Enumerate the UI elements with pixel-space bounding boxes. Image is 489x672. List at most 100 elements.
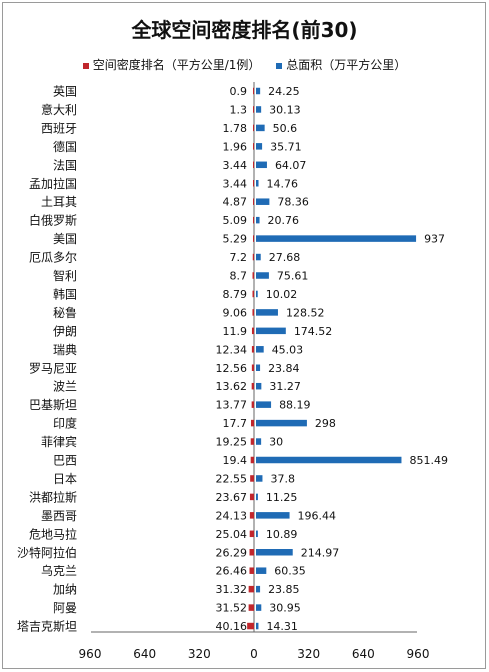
- density-bar: [253, 106, 254, 113]
- density-bar: [247, 622, 254, 630]
- density-value-label: 4.87: [223, 196, 248, 209]
- density-bar: [248, 604, 254, 611]
- category-label: 土耳其: [41, 195, 77, 209]
- density-bar: [253, 180, 254, 187]
- area-bar: [256, 622, 259, 630]
- category-label: 巴西: [53, 454, 77, 468]
- category-label: 加纳: [53, 583, 77, 597]
- density-value-label: 26.46: [216, 565, 248, 578]
- area-bar: [256, 346, 264, 353]
- area-bar: [256, 604, 262, 611]
- area-bar: [256, 161, 267, 169]
- area-bar: [256, 309, 278, 316]
- density-bar: [252, 272, 254, 279]
- density-value-label: 5.29: [223, 233, 248, 246]
- area-bar: [256, 124, 265, 132]
- area-value-label: 30.13: [269, 103, 301, 116]
- area-value-label: 75.61: [277, 270, 309, 283]
- category-label: 波兰: [53, 380, 77, 394]
- density-bar: [250, 475, 254, 482]
- density-bar: [252, 253, 254, 261]
- density-bar: [249, 549, 254, 556]
- x-tick-label: 320: [188, 647, 211, 661]
- category-label: 英国: [53, 85, 77, 99]
- area-value-label: 64.07: [275, 159, 307, 172]
- area-value-label: 14.31: [266, 620, 298, 633]
- density-value-label: 12.56: [216, 362, 248, 375]
- category-label: 意大利: [41, 102, 77, 117]
- density-value-label: 1.96: [223, 140, 248, 153]
- area-bar: [256, 493, 258, 501]
- density-value-label: 1.78: [223, 122, 248, 135]
- density-value-label: 8.79: [223, 288, 248, 301]
- x-tick-label: 960: [407, 647, 430, 661]
- area-value-label: 60.35: [274, 565, 306, 578]
- legend-item-area: 总面积（万平方公里）: [276, 56, 406, 73]
- density-value-label: 8.7: [230, 270, 248, 283]
- area-value-label: 88.19: [279, 399, 311, 412]
- density-value-label: 12.34: [216, 343, 248, 356]
- density-value-label: 23.67: [216, 491, 248, 504]
- density-bar: [251, 364, 254, 371]
- density-value-label: 7.2: [230, 251, 248, 264]
- category-label: 韩国: [53, 286, 77, 301]
- area-value-label: 35.71: [270, 140, 302, 153]
- density-value-label: 19.25: [216, 436, 248, 449]
- area-value-label: 23.84: [268, 362, 300, 375]
- area-value-label: 196.44: [298, 509, 337, 522]
- area-bar: [256, 401, 272, 408]
- area-value-label: 937: [424, 233, 445, 246]
- area-value-label: 214.97: [301, 546, 340, 559]
- density-value-label: 24.13: [216, 509, 248, 522]
- category-label: 伊朗: [53, 324, 77, 338]
- x-tick-label: 0: [250, 647, 258, 661]
- density-bar: [253, 198, 254, 205]
- category-label: 阿曼: [53, 601, 77, 615]
- category-label: 乌克兰: [41, 563, 77, 578]
- area-bar: [256, 272, 269, 279]
- area-value-label: 50.6: [273, 122, 298, 135]
- area-bar: [256, 549, 293, 556]
- area-bar: [256, 364, 261, 371]
- legend-label-density: 空间密度排名（平方公里/1例）: [92, 58, 261, 72]
- density-value-label: 19.4: [223, 454, 248, 467]
- area-value-label: 31.27: [269, 380, 301, 393]
- density-bar: [249, 567, 254, 574]
- x-tick-label: 960: [79, 647, 102, 661]
- area-value-label: 37.8: [270, 472, 295, 485]
- legend-item-density: 空间密度排名（平方公里/1例）: [82, 56, 261, 73]
- category-label: 罗马尼亚: [29, 361, 77, 375]
- density-bar: [250, 419, 254, 427]
- area-value-label: 24.25: [268, 85, 300, 98]
- category-label: 西班牙: [41, 121, 77, 135]
- density-bar: [252, 290, 254, 298]
- area-bar: [256, 235, 417, 242]
- category-label: 洪都拉斯: [29, 489, 77, 504]
- legend-swatch-density: [82, 62, 89, 69]
- category-label: 墨西哥: [41, 509, 77, 523]
- area-bar: [256, 216, 260, 224]
- density-bar: [250, 438, 254, 445]
- area-value-label: 10.89: [266, 528, 298, 541]
- category-label: 巴基斯坦: [29, 398, 77, 412]
- density-bar: [253, 124, 254, 132]
- area-value-label: 298: [315, 417, 336, 430]
- x-tick-label: 320: [297, 647, 320, 661]
- legend: 空间密度排名（平方公里/1例） 总面积（万平方公里）: [0, 56, 489, 73]
- density-value-label: 40.16: [216, 620, 248, 633]
- x-tick-label: 640: [352, 647, 375, 661]
- area-value-label: 10.02: [266, 288, 298, 301]
- category-label: 印度: [53, 416, 77, 431]
- area-bar: [256, 475, 263, 482]
- density-value-label: 3.44: [223, 177, 248, 190]
- density-bar: [251, 327, 254, 335]
- category-label: 孟加拉国: [29, 176, 77, 191]
- area-value-label: 128.52: [286, 306, 325, 319]
- density-bar: [248, 585, 254, 593]
- density-bar: [253, 87, 254, 95]
- area-bar: [256, 180, 259, 187]
- area-value-label: 11.25: [266, 491, 298, 504]
- density-bar: [249, 493, 254, 501]
- density-value-label: 22.55: [216, 472, 248, 485]
